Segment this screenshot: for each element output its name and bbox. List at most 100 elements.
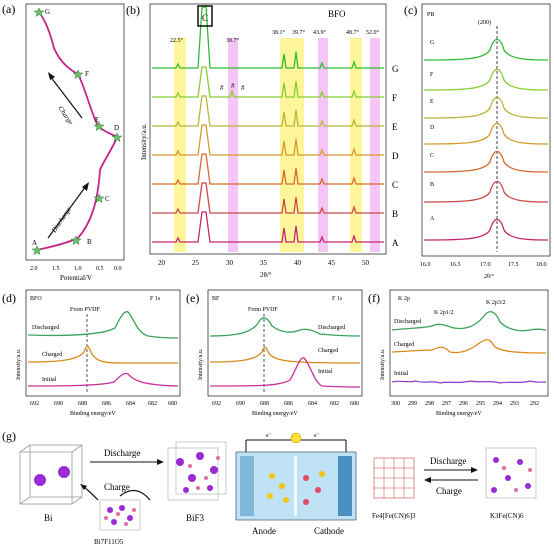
peak-label: 43.9° [313, 29, 327, 36]
charge-arrow-g1 [119, 489, 151, 501]
marker-d [111, 132, 123, 143]
panel-b-frame [149, 3, 387, 255]
panel-f-label: (f) [368, 291, 380, 305]
pb-curve [423, 122, 549, 145]
xtick: 680 [350, 401, 359, 407]
xtick: 45 [328, 259, 336, 267]
xtick: 293 [510, 401, 519, 407]
pb-curve [423, 68, 549, 91]
xtick: 17.5 [508, 262, 519, 268]
discharge-arrowhead [82, 182, 89, 191]
battery-cell [235, 432, 357, 521]
marker-c [93, 193, 105, 204]
curve-label-f: F [430, 72, 434, 78]
panel-a-xlabel: Potential/V [60, 274, 92, 282]
peak-label: 39.7° [292, 29, 306, 36]
charge-text: Charge [56, 105, 74, 127]
point-e-label: E [95, 116, 99, 124]
panel-d-frame [25, 289, 181, 397]
panel-b-xlabel: 2θ/° [260, 271, 272, 279]
xtick: 1.0 [74, 266, 82, 272]
panel-f-peak1: K 2p1/2 [434, 310, 454, 316]
discharge-arrowhead-g [157, 459, 164, 465]
curve-label-d: D [430, 125, 435, 131]
xtick: 299 [408, 401, 417, 407]
panel-a-frame [25, 3, 125, 261]
bi7f11o5-label: Bi7F11O5 [94, 538, 124, 546]
xtick: 684 [308, 401, 317, 407]
curve-label-charged: Charged [318, 348, 338, 354]
cathode-label: Cathode [314, 526, 344, 536]
panel-d-xticks: 692 690 688 686 684 682 680 [30, 401, 177, 407]
bi-crystal [19, 444, 83, 505]
xtick: 688 [260, 401, 269, 407]
charge-discharge-curve [36, 11, 119, 251]
panel-a-label: (a) [2, 2, 15, 16]
xtick: 298 [425, 401, 434, 407]
curve-label-g: G [430, 40, 435, 46]
curve-label-initial: Initial [318, 369, 333, 375]
panel-d-label: (d) [2, 291, 16, 305]
peak-label: 38.1° [272, 29, 286, 36]
xtick: 294 [493, 401, 502, 407]
initial-curve [27, 372, 179, 387]
charge-arrowhead [48, 72, 55, 80]
charged-curve [391, 339, 547, 354]
hash-marker: # [220, 84, 224, 92]
curve-label-initial: Initial [394, 371, 409, 377]
panel-c-title: PB [427, 12, 434, 18]
initial-curve [209, 357, 361, 388]
point-f-label: F [85, 70, 89, 78]
xtick: 0.5 [96, 266, 104, 272]
curve-label-c: C [392, 180, 398, 190]
discharge-label-pb: Discharge [430, 456, 466, 466]
discharged-curve [209, 317, 361, 337]
peak-label: 30.7° [226, 37, 240, 44]
band-22 [174, 38, 186, 252]
xtick: 16.5 [450, 262, 461, 268]
curve-label-g: G [392, 64, 399, 74]
xtick: 295 [476, 401, 485, 407]
panel-e-title: BF [212, 296, 220, 302]
discharged-curve [27, 311, 179, 339]
xtick: 690 [236, 401, 245, 407]
charge-label-g: Charge [104, 482, 130, 492]
panel-e-xlabel: Binding energy/eV [252, 411, 298, 417]
pb-curve [423, 96, 549, 119]
panel-d-annotation: From PVDF [70, 307, 101, 313]
highlight-bands [174, 38, 380, 252]
xtick: 686 [102, 401, 111, 407]
xtick: 35 [260, 259, 268, 267]
xtick: 20 [158, 259, 166, 267]
panel-d-xlabel: Binding energy/eV [70, 411, 116, 417]
discharge-text: Discharge [49, 206, 72, 235]
panel-d-ylabel: Intensity/a.u. [16, 348, 22, 380]
panel-c-xlabel: 2θ/° [484, 273, 495, 280]
panel-a-markers [31, 7, 123, 256]
panel-c-label: (c) [404, 3, 417, 17]
panel-f-title: K 2p [398, 296, 410, 302]
xtick: 296 [459, 401, 468, 407]
curve-label-a: A [392, 238, 399, 248]
point-g-label: G [45, 8, 50, 16]
xrd-curve [152, 182, 384, 214]
discharged-curve [391, 311, 547, 332]
peak-label: 22.5° [170, 37, 184, 44]
panel-f-ylabel: Intensity/a.u. [380, 348, 386, 380]
bif3-label: BiF3 [186, 513, 205, 523]
panel-e-label: (e) [186, 291, 199, 305]
panel-f-xlabel: Binding energy/eV [436, 411, 482, 417]
band-52 [370, 38, 380, 252]
hash-marker: # [231, 82, 235, 90]
xrd-curve [152, 4, 384, 69]
xtick: 688 [78, 401, 87, 407]
bi7f11o5-crystal [99, 499, 141, 531]
curve-label-discharged: Discharged [318, 325, 345, 331]
charged-curve [27, 345, 178, 364]
xtick: 18.0 [536, 262, 547, 268]
panel-a-xticks: 2.0 1.5 1.0 0.5 0.0 [30, 266, 122, 272]
charge-label-pb: Charge [436, 486, 462, 496]
panel-d-element: F 1s [150, 296, 161, 302]
marker-f [72, 69, 84, 80]
panel-b-title: BFO [328, 9, 346, 19]
